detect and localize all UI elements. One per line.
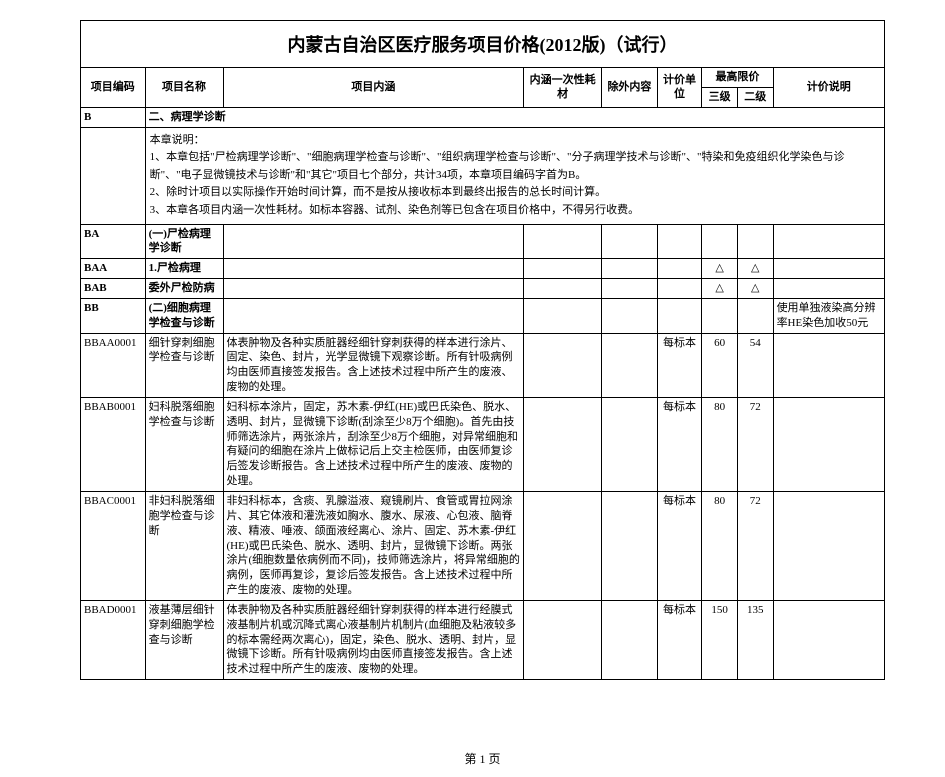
row-bbad: BBAD0001 液基薄层细针穿刺细胞学检查与诊断 体表肿物及各种实质脏器经细针… (81, 600, 885, 679)
cell-name: 液基薄层细针穿刺细胞学检查与诊断 (145, 600, 223, 679)
th-desc: 项目内涵 (223, 68, 524, 108)
row-bab: BAB 委外尸检防病 △ △ (81, 279, 885, 299)
th-maxprice: 最高限价 (702, 68, 773, 88)
th-note: 计价说明 (773, 68, 884, 108)
row-ba: BA (一)尸检病理学诊断 (81, 224, 885, 259)
page-footer: 第 1 页 (80, 750, 885, 767)
table-header: 项目编码 项目名称 项目内涵 内涵一次性耗材 除外内容 计价单位 最高限价 计价… (81, 68, 885, 108)
cell-unit: 每标本 (657, 492, 702, 601)
cell-note: 使用单独液染高分辨率HE染色加收50元 (773, 298, 884, 333)
cell-name: 1.尸检病理 (145, 259, 223, 279)
note-2: 2、除时计项目以实际操作开始时间计算，而不是按从接收标本到最终出报告的总长时间计… (150, 184, 880, 202)
cell-unit: 每标本 (657, 600, 702, 679)
cell-code: BB (81, 298, 146, 333)
cell-l3: 80 (702, 492, 738, 601)
th-level2: 二级 (737, 87, 773, 107)
th-exclude: 除外内容 (602, 68, 658, 108)
cell-l3: △ (702, 279, 738, 299)
price-table: 项目编码 项目名称 项目内涵 内涵一次性耗材 除外内容 计价单位 最高限价 计价… (80, 67, 885, 680)
th-unit: 计价单位 (657, 68, 702, 108)
cell-name: (一)尸检病理学诊断 (145, 224, 223, 259)
cell-code: BBAD0001 (81, 600, 146, 679)
note-3: 3、本章各项目内涵一次性耗材。如标本容器、试剂、染色剂等已包含在项目价格中，不得… (150, 202, 880, 220)
th-level3: 三级 (702, 87, 738, 107)
cell-name: 妇科脱落细胞学检查与诊断 (145, 397, 223, 491)
cell-l2: △ (737, 259, 773, 279)
row-section-b: B 二、病理学诊断 (81, 107, 885, 127)
cell-desc: 体表肿物及各种实质脏器经细针穿刺获得的样本进行经膜式液基制片机或沉降式离心液基制… (223, 600, 524, 679)
row-bb: BB (二)细胞病理学检查与诊断 使用单独液染高分辨率HE染色加收50元 (81, 298, 885, 333)
row-bbaa: BBAA0001 细针穿刺细胞学检查与诊断 体表肿物及各种实质脏器经细针穿刺获得… (81, 333, 885, 397)
cell-code: BBAB0001 (81, 397, 146, 491)
cell-l2: 72 (737, 397, 773, 491)
cell-section-notes: 本章说明： 1、本章包括"尸检病理学诊断"、"细胞病理学检查与诊断"、"组织病理… (145, 127, 884, 224)
th-consumable: 内涵一次性耗材 (524, 68, 602, 108)
cell-code: B (81, 107, 146, 127)
row-bbac: BBAC0001 非妇科脱落细胞学检查与诊断 非妇科标本，含痰、乳腺溢液、窥镜刷… (81, 492, 885, 601)
th-name: 项目名称 (145, 68, 223, 108)
cell-name: 委外尸检防病 (145, 279, 223, 299)
cell-l3: △ (702, 259, 738, 279)
cell-section-title: 二、病理学诊断 (145, 107, 884, 127)
cell-l3: 80 (702, 397, 738, 491)
cell-desc: 体表肿物及各种实质脏器经细针穿刺获得的样本进行涂片、固定、染色、封片，光学显微镜… (223, 333, 524, 397)
cell-code: BAB (81, 279, 146, 299)
row-section-notes: 本章说明： 1、本章包括"尸检病理学诊断"、"细胞病理学检查与诊断"、"组织病理… (81, 127, 885, 224)
row-baa: BAA 1.尸检病理 △ △ (81, 259, 885, 279)
page-title: 内蒙古自治区医疗服务项目价格(2012版)（试行） (80, 20, 885, 67)
cell-name: (二)细胞病理学检查与诊断 (145, 298, 223, 333)
notes-label: 本章说明： (150, 132, 880, 150)
cell-code: BA (81, 224, 146, 259)
cell-l3: 150 (702, 600, 738, 679)
cell-name: 细针穿刺细胞学检查与诊断 (145, 333, 223, 397)
cell-l2: 72 (737, 492, 773, 601)
cell-code: BBAC0001 (81, 492, 146, 601)
cell-desc: 妇科标本涂片，固定，苏木素-伊红(HE)或巴氏染色、脱水、透明、封片，显微镜下诊… (223, 397, 524, 491)
cell-l3: 60 (702, 333, 738, 397)
cell-l2: △ (737, 279, 773, 299)
cell-desc: 非妇科标本，含痰、乳腺溢液、窥镜刷片、食管或胃拉网涂片、其它体液和灌洗液如胸水、… (223, 492, 524, 601)
cell-code: BBAA0001 (81, 333, 146, 397)
cell-name: 非妇科脱落细胞学检查与诊断 (145, 492, 223, 601)
cell-unit: 每标本 (657, 397, 702, 491)
cell-l2: 54 (737, 333, 773, 397)
note-1: 1、本章包括"尸检病理学诊断"、"细胞病理学检查与诊断"、"组织病理学检查与诊断… (150, 149, 880, 184)
cell-l2: 135 (737, 600, 773, 679)
th-code: 项目编码 (81, 68, 146, 108)
row-bbab: BBAB0001 妇科脱落细胞学检查与诊断 妇科标本涂片，固定，苏木素-伊红(H… (81, 397, 885, 491)
cell-unit: 每标本 (657, 333, 702, 397)
cell-code: BAA (81, 259, 146, 279)
